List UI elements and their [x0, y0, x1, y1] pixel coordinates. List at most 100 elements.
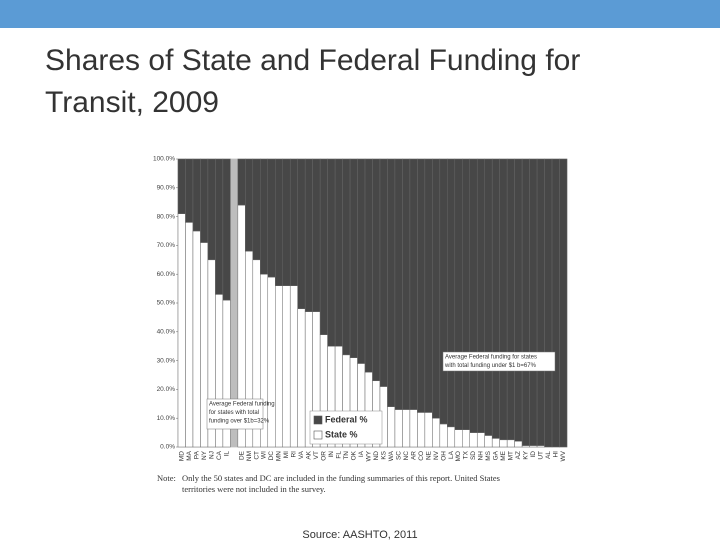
x-tick-label: HI: [552, 451, 559, 458]
note-label: Note:: [157, 473, 176, 483]
x-tick-label: SD: [470, 451, 477, 460]
bar-segment: [447, 426, 456, 448]
annotation-text: for states with total: [209, 410, 259, 416]
x-tick-label: MA: [186, 450, 193, 460]
bar-segment: [424, 158, 433, 413]
bar-segment: [521, 158, 530, 446]
bar-segment: [177, 158, 186, 214]
note-text: territories were not included in the sur…: [182, 484, 326, 494]
bar-segment: [432, 158, 441, 419]
annotation-text: with total funding under $1 b=67%: [444, 363, 537, 369]
bar-segment: [417, 158, 426, 413]
x-tick-label: CT: [253, 451, 260, 460]
x-tick-label: TX: [463, 450, 470, 459]
source: Source: AASHTO, 2011: [302, 529, 417, 540]
bar-segment: [514, 158, 523, 442]
x-tick-label: KS: [380, 450, 387, 459]
x-tick-label: NE: [425, 450, 432, 460]
bar-segment: [484, 435, 493, 448]
bar-segment: [394, 158, 403, 410]
bar-segment: [394, 409, 403, 448]
y-tick-label: 40.0%: [157, 329, 176, 336]
x-tick-label: CO: [418, 451, 425, 461]
annotation-text: Average Federal funding: [209, 402, 275, 408]
x-tick-label: WA: [388, 450, 395, 461]
y-tick-label: 20.0%: [157, 386, 176, 393]
bar-segment: [424, 412, 433, 448]
x-tick-label: NC: [403, 451, 410, 461]
bar-segment: [372, 158, 381, 382]
group-separator: [230, 159, 238, 447]
x-tick-label: ME: [500, 450, 507, 460]
y-tick-label: 30.0%: [157, 357, 176, 364]
x-tick-label: WV: [560, 450, 567, 461]
bar-segment: [454, 429, 463, 448]
x-tick-label: IN: [328, 451, 335, 458]
bar-segment: [491, 158, 500, 439]
bar-segment: [462, 158, 470, 430]
bar-segment: [304, 158, 313, 312]
y-tick-label: 0.0%: [160, 444, 175, 451]
annotation-text: funding over $1b=32%: [209, 419, 270, 425]
bar-segment: [454, 158, 463, 430]
x-tick-label: NY: [201, 450, 208, 460]
y-tick-label: 60.0%: [157, 271, 176, 278]
x-tick-label: MI: [283, 451, 290, 458]
bar-segment: [297, 158, 306, 310]
bar-segment: [177, 213, 186, 448]
y-tick-label: 70.0%: [157, 242, 176, 249]
x-tick-label: RI: [291, 451, 298, 458]
y-tick-label: 10.0%: [157, 415, 176, 422]
annotation-text: Average Federal funding for states: [445, 355, 537, 361]
legend-label: State %: [325, 429, 358, 439]
bar-segment: [387, 158, 396, 407]
bar-segment: [312, 158, 321, 312]
x-tick-label: ID: [530, 451, 537, 458]
bar-segment: [215, 158, 224, 295]
chart-title: Shares of State and Federal Funding for T…: [45, 44, 580, 119]
bar-segment: [237, 158, 246, 206]
x-tick-label: MT: [508, 451, 515, 460]
annotation-box: [206, 398, 264, 430]
header-bar: [0, 0, 720, 28]
x-tick-label: TN: [343, 451, 350, 460]
x-tick-label: NJ: [208, 451, 215, 459]
bar-segment: [267, 158, 276, 278]
bar-segment: [402, 409, 411, 448]
bar-segment: [432, 417, 441, 448]
bar-segment: [409, 158, 418, 410]
bar-segment: [192, 158, 201, 232]
bar-segment: [185, 158, 194, 223]
bar-segment: [289, 158, 298, 286]
bar-segment: [364, 158, 373, 373]
x-tick-label: UT: [538, 451, 545, 460]
bar-segment: [334, 158, 343, 347]
bar-segment: [402, 158, 411, 410]
bar-segment: [289, 285, 298, 448]
x-tick-label: DC: [268, 451, 275, 461]
bar-segment: [447, 158, 456, 428]
legend-swatch: [313, 415, 323, 425]
x-tick-label: NM: [246, 451, 253, 461]
bar-segment: [544, 158, 553, 448]
x-tick-label: WI: [261, 451, 268, 459]
bar-segment: [245, 158, 254, 252]
bar-segment: [514, 440, 523, 448]
bar-segment: [387, 406, 396, 448]
bar-segment: [559, 158, 568, 448]
bar-segment: [529, 158, 538, 446]
x-tick-label: AZ: [515, 451, 522, 459]
bar-segment: [282, 158, 291, 286]
x-tick-label: KY: [523, 450, 530, 459]
legend-swatch: [313, 430, 323, 440]
x-tick-label: OH: [440, 451, 447, 461]
x-tick-label: AK: [306, 450, 313, 459]
x-tick-label: ND: [373, 451, 380, 461]
bar-segment: [207, 158, 216, 261]
bar-segment: [439, 423, 448, 448]
bar-segment: [439, 158, 448, 425]
bar-segment: [491, 438, 500, 448]
bar-segment: [327, 158, 336, 347]
